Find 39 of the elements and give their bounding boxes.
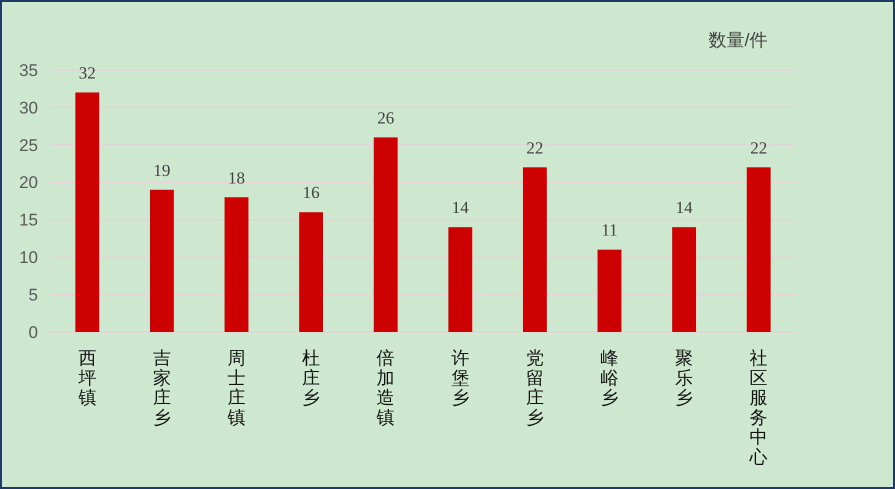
bar (224, 197, 248, 332)
data-label: 22 (526, 138, 544, 158)
data-label: 14 (452, 198, 470, 218)
data-label: 16 (302, 183, 320, 202)
x-tick-label: 党留庄乡 (526, 348, 544, 428)
x-tick-label: 倍加造镇 (376, 348, 395, 428)
data-label: 22 (750, 138, 768, 158)
bar (672, 227, 696, 332)
data-label: 18 (228, 168, 245, 188)
y-tick-label: 30 (19, 98, 38, 118)
y-tick-label: 15 (19, 210, 38, 230)
y-tick-label: 5 (28, 286, 38, 305)
y-tick-label: 10 (19, 248, 38, 268)
y-tick-label: 25 (19, 136, 38, 155)
y-tick-label: 35 (19, 60, 38, 80)
bar (598, 250, 622, 332)
bar (150, 190, 174, 332)
bar (374, 137, 398, 332)
data-label: 14 (676, 198, 694, 218)
data-label: 19 (153, 160, 170, 180)
x-tick-label: 周士庄镇 (226, 348, 246, 428)
x-tick-label: 杜庄乡 (302, 348, 320, 408)
x-tick-label: 西坪镇 (77, 348, 96, 408)
x-tick-label: 聚乐乡 (675, 348, 694, 408)
x-tick-label: 峰峪乡 (600, 348, 618, 408)
y-tick-label: 20 (19, 173, 38, 192)
x-tick-label: 许堡乡 (451, 348, 470, 408)
bar (448, 227, 472, 332)
data-label: 32 (78, 63, 96, 82)
data-label: 26 (377, 108, 394, 128)
x-tick-label: 吉家庄乡 (152, 348, 171, 428)
y-tick-label: 0 (28, 322, 38, 342)
bar (75, 92, 100, 332)
y-axis-title: 数量/件 (708, 30, 768, 50)
bar (522, 167, 547, 332)
bar (299, 212, 324, 332)
x-tick-label: 社区服务中心 (748, 348, 768, 467)
data-label: 11 (601, 220, 618, 240)
bar (746, 167, 771, 332)
